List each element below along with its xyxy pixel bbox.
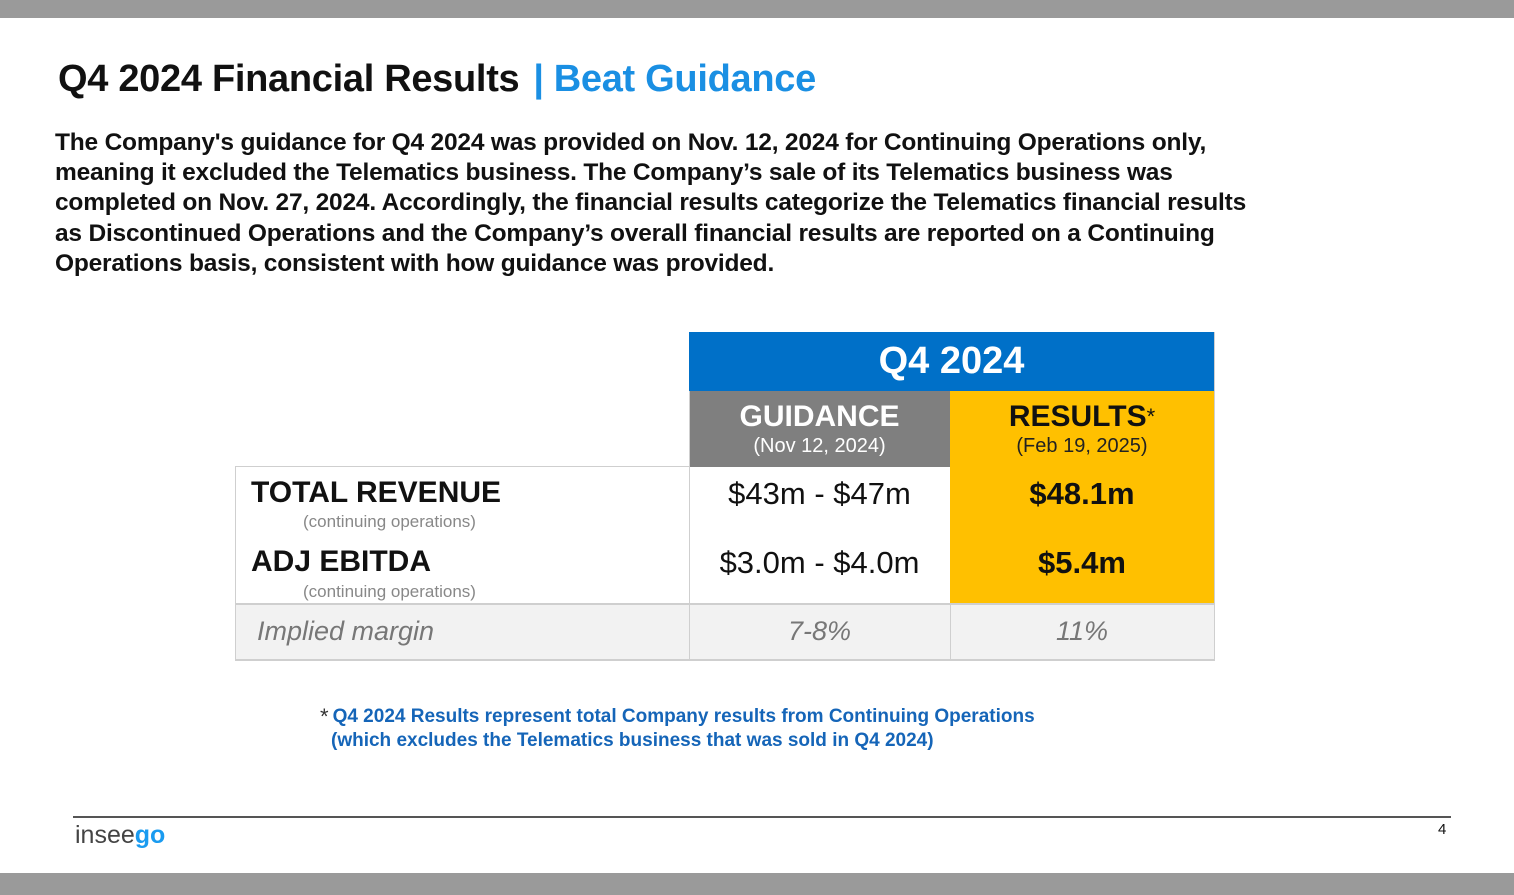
divider: [235, 659, 1214, 661]
footnote: * Q4 2024 Results represent total Company…: [320, 704, 1035, 752]
divider: [689, 391, 690, 661]
slide-title: Q4 2024 Financial Results | Beat Guidance: [58, 58, 816, 100]
implied-margin-row: [235, 604, 1214, 660]
divider: [1214, 332, 1215, 661]
guidance-header: GUIDANCE (Nov 12, 2024): [689, 391, 950, 467]
divider: [235, 603, 1214, 605]
divider: [235, 466, 236, 661]
divider: [235, 466, 689, 467]
results-highlight: [950, 467, 1214, 604]
period-header: Q4 2024: [689, 332, 1214, 391]
page-number: 4: [1438, 821, 1447, 838]
footer-divider: [73, 816, 1451, 818]
results-header: RESULTS* (Feb 19, 2025): [950, 391, 1214, 467]
bottom-bar: [0, 873, 1514, 895]
intro-paragraph: The Company's guidance for Q4 2024 was p…: [55, 129, 1247, 277]
inseego-logo: inseego: [75, 821, 166, 849]
top-bar: [0, 0, 1514, 18]
title-accent: Beat Guidance: [553, 58, 816, 100]
divider: [950, 604, 951, 661]
